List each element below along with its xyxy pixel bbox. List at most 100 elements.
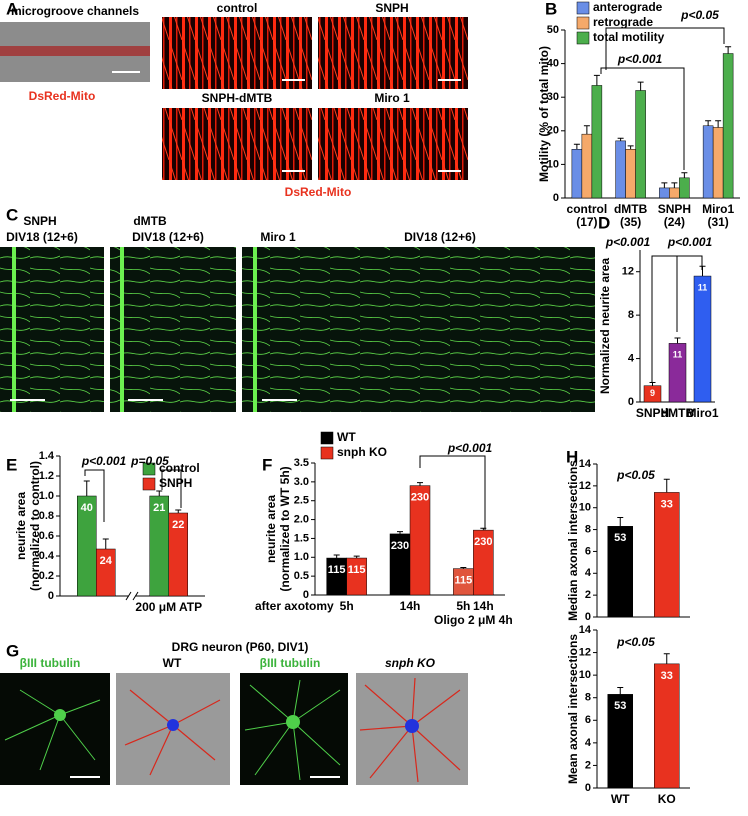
x-tick-note: (35) [620,215,641,229]
image-title: SNPH-dMTB [202,91,273,105]
bar [693,275,712,403]
significance-bracket [161,469,182,508]
x-tick-label: SNPH [658,202,691,216]
y-tick-label: 0 [585,611,591,623]
image [318,17,468,89]
y-tick-label: 0 [303,589,309,601]
y-tick-label: 0 [628,396,634,408]
panel-label: E [6,455,17,474]
y-tick-label: 2 [585,759,591,771]
y-tick-label: 20 [547,125,559,137]
image [318,108,468,180]
error-bar [725,46,732,54]
y-tick-label: 4 [585,567,592,579]
bar [654,492,680,618]
bar-n-label: 11 [673,350,683,360]
annotation: p<0.05 [616,635,655,649]
y-tick-label: 4 [628,352,635,364]
y-axis-label: (normalized to WT 5h) [278,466,292,591]
x-tick-label: 5h [456,599,470,613]
error-bar [156,490,163,496]
y-tick-label: 1.5 [294,532,309,544]
error-bar [671,182,678,188]
image-subtitle: DIV18 (12+6) [404,230,476,244]
bar-n-label: 115 [348,564,366,576]
error-bar [663,653,670,664]
image-title: control [217,1,258,15]
image-neuron [54,709,66,721]
bar-n-label: 24 [100,555,113,567]
bar-n-label: 33 [661,498,673,510]
y-tick-label: 50 [547,24,559,36]
error-bar [333,554,340,559]
panel-label: D [598,213,610,232]
image-title: microgroove channels [11,4,139,18]
error-bar [397,531,403,534]
annotation: p<0.05 [616,468,655,482]
image-neuron [286,715,300,729]
error-bar [83,480,90,496]
legend-label: control [159,461,200,475]
panel-label: C [6,205,18,224]
x-tick-label: 200 μM ATP [135,600,202,614]
panel-label: H [566,447,578,466]
annotation: p<0.001 [605,235,651,249]
bar-n-label: 21 [153,502,165,514]
panel-label: G [6,641,19,660]
significance-bracket [600,67,685,170]
y-tick-label: 3.5 [294,457,309,469]
error-bar [637,81,644,91]
image-title: βIII tubulin [20,656,81,670]
panel-label: B [545,0,557,18]
legend-swatch [576,1,590,15]
x-tick-label: dMTB [661,406,695,420]
y-tick-label: 8 [585,523,591,535]
y-axis-label: Normalized neurite area [598,258,612,394]
y-tick-label: 1.0 [294,551,309,563]
x-tick-label: control [567,202,608,216]
bar [635,90,646,199]
bar [654,663,680,789]
bar [659,187,670,199]
image-title: dMTB [133,214,167,228]
bar [679,177,690,199]
image-title: WT [163,656,182,670]
bar-n-label: 115 [328,564,346,576]
y-axis-label: neurite area [14,492,28,560]
image-title: βIII tubulin [260,656,321,670]
bar-n-label: 40 [81,502,93,514]
error-bar [617,687,624,695]
y-tick-label: 4 [585,737,592,749]
bar [607,526,633,618]
y-tick-label: 10 [547,158,559,170]
y-tick-label: 8 [585,692,591,704]
x-tick-label: 14h [400,599,421,613]
bar [607,694,633,789]
bar [581,133,593,199]
axis-break [129,592,135,600]
bar [712,127,724,199]
bar [702,125,714,199]
y-tick-label: 6 [585,545,591,557]
y-tick-label: 1.0 [39,490,54,502]
error-bar [627,145,634,150]
x-tick-label: 14h [473,599,494,613]
error-bar [617,517,624,527]
image-caption: DsRed-Mito [285,185,352,199]
x-tick-note: (17) [576,215,597,229]
y-tick-label: 8 [628,309,634,321]
bar [625,149,636,199]
image-title: snph KO [385,656,436,670]
error-bar [175,509,182,513]
image-title: Miro 1 [260,230,296,244]
y-tick-label: 1.4 [39,450,55,462]
y-tick-label: 12 [622,266,634,278]
error-bar [681,172,688,178]
image-caption: DsRed-Mito [29,89,96,103]
legend-label: SNPH [159,476,192,490]
x-tick-label: Miro1 [702,202,734,216]
image [110,247,236,412]
y-tick-label: 14 [579,624,592,636]
